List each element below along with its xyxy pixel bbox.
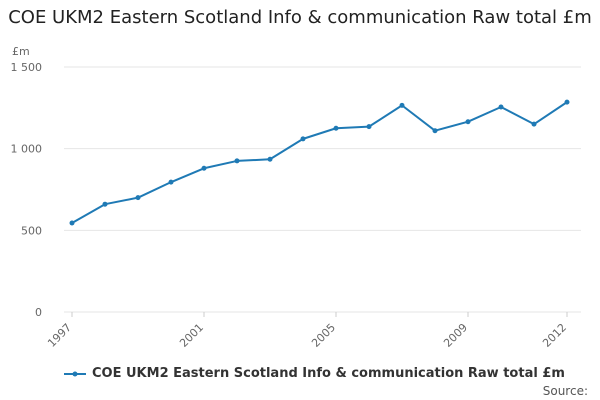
data-point: [69, 220, 75, 226]
y-tick-label: 1 500: [11, 61, 43, 74]
y-tick-label: 0: [35, 306, 42, 319]
x-tick-label: 2001: [177, 321, 206, 350]
data-point: [465, 119, 471, 125]
x-tick-label: 2009: [441, 321, 470, 350]
chart-title: COE UKM2 Eastern Scotland Info & communi…: [8, 7, 592, 28]
data-point: [366, 124, 372, 130]
legend[interactable]: COE UKM2 Eastern Scotland Info & communi…: [64, 366, 565, 381]
data-point: [168, 179, 174, 185]
data-point: [135, 195, 141, 201]
data-point: [399, 102, 405, 108]
legend-label: COE UKM2 Eastern Scotland Info & communi…: [92, 366, 565, 381]
legend-marker-icon: [64, 371, 86, 376]
data-point: [102, 201, 108, 207]
data-point: [432, 128, 438, 134]
data-point: [498, 104, 504, 110]
data-point: [234, 158, 240, 164]
data-point: [531, 121, 537, 127]
source-label: Source:: [542, 384, 588, 398]
data-point: [333, 125, 339, 131]
x-tick-label: 2012: [540, 321, 569, 350]
series-line: [71, 101, 568, 224]
data-point: [201, 165, 207, 171]
y-tick-label: 500: [21, 224, 42, 237]
data-point: [267, 156, 273, 162]
y-axis-label: £m: [12, 45, 30, 58]
data-point: [300, 136, 306, 142]
y-tick-label: 1 000: [11, 143, 43, 156]
data-point: [564, 99, 570, 105]
x-tick-label: 2005: [309, 321, 338, 350]
x-tick-label: 1997: [45, 321, 74, 350]
